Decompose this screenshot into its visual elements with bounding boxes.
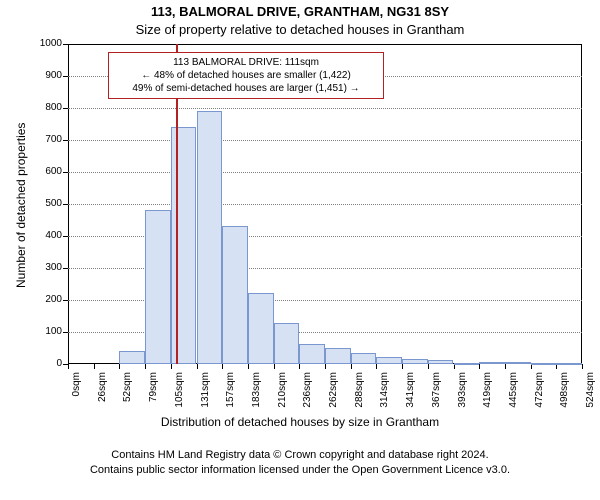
footer-line2: Contains public sector information licen… [0,463,600,477]
annotation-line: ← 48% of detached houses are smaller (1,… [115,69,377,82]
histogram-bar [454,363,480,365]
histogram-bar [222,226,248,364]
x-tick-label: 105sqm [174,372,185,415]
x-axis-label: Distribution of detached houses by size … [0,415,600,429]
x-tick-mark [505,364,506,369]
x-tick-label: 341sqm [405,372,416,415]
y-tick-mark [63,44,68,45]
x-tick-label: 314sqm [379,372,390,415]
histogram-bar [428,360,454,364]
x-tick-mark [119,364,120,369]
x-tick-label: 26sqm [97,372,108,415]
x-tick-label: 183sqm [251,372,262,415]
y-tick-label: 400 [28,230,62,241]
x-tick-label: 262sqm [328,372,339,415]
chart-title-subtitle: Size of property relative to detached ho… [0,22,600,37]
histogram-bar [505,362,531,364]
y-tick-label: 1000 [28,38,62,49]
x-tick-label: 472sqm [534,372,545,415]
gridline [68,108,582,109]
x-tick-mark [197,364,198,369]
histogram-bar [171,127,197,364]
y-tick-label: 300 [28,262,62,273]
y-tick-label: 700 [28,134,62,145]
x-tick-label: 52sqm [122,372,133,415]
histogram-bar [299,344,325,364]
y-tick-label: 200 [28,294,62,305]
x-tick-mark [351,364,352,369]
x-tick-label: 236sqm [302,372,313,415]
x-tick-label: 367sqm [431,372,442,415]
histogram-bar [248,293,274,364]
x-tick-mark [325,364,326,369]
histogram-bar [351,353,377,364]
histogram-bar [531,363,557,365]
x-tick-label: 131sqm [200,372,211,415]
x-tick-label: 419sqm [482,372,493,415]
x-tick-label: 157sqm [225,372,236,415]
y-tick-label: 100 [28,326,62,337]
x-tick-mark [68,364,69,369]
histogram-bar [479,362,505,364]
histogram-bar [197,111,223,364]
y-tick-label: 800 [28,102,62,113]
x-tick-label: 288sqm [354,372,365,415]
x-tick-mark [479,364,480,369]
gridline [68,204,582,205]
chart-title-address: 113, BALMORAL DRIVE, GRANTHAM, NG31 8SY [0,4,600,19]
y-tick-label: 600 [28,166,62,177]
x-tick-label: 498sqm [559,372,570,415]
x-tick-mark [299,364,300,369]
x-tick-label: 0sqm [71,372,82,415]
histogram-bar [376,357,402,364]
x-tick-mark [274,364,275,369]
annotation-line: 113 BALMORAL DRIVE: 111sqm [115,56,377,69]
x-tick-mark [248,364,249,369]
annotation-box: 113 BALMORAL DRIVE: 111sqm← 48% of detac… [108,52,384,99]
x-tick-label: 445sqm [508,372,519,415]
x-tick-label: 79sqm [148,372,159,415]
x-tick-mark [94,364,95,369]
gridline [68,140,582,141]
x-tick-mark [454,364,455,369]
x-tick-mark [376,364,377,369]
annotation-line: 49% of semi-detached houses are larger (… [115,82,377,95]
y-tick-label: 0 [28,358,62,369]
y-tick-label: 900 [28,70,62,81]
histogram-bar [274,323,300,364]
x-tick-label: 393sqm [457,372,468,415]
x-tick-mark [171,364,172,369]
x-tick-mark [402,364,403,369]
y-tick-label: 500 [28,198,62,209]
gridline [68,172,582,173]
histogram-bar [402,359,428,364]
histogram-bar [145,210,171,364]
histogram-bar [119,351,145,364]
x-tick-mark [222,364,223,369]
y-axis-label: Number of detached properties [14,123,28,288]
x-tick-mark [145,364,146,369]
x-tick-label: 210sqm [277,372,288,415]
x-tick-mark [428,364,429,369]
x-tick-label: 524sqm [585,372,596,415]
footer-line1: Contains HM Land Registry data © Crown c… [0,448,600,462]
histogram-bar [325,348,351,364]
histogram-bar [556,363,582,365]
x-tick-mark [582,364,583,369]
